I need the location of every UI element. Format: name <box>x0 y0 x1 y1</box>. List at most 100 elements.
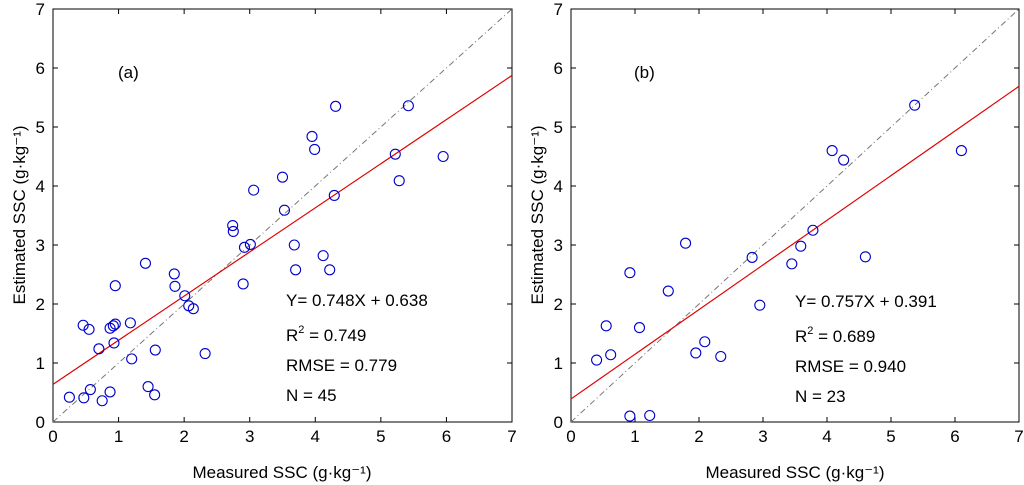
r2-a: R2 = 0.749 <box>286 324 366 345</box>
r2-sup-a: 2 <box>298 324 304 336</box>
data-point <box>78 392 90 404</box>
x-tick-label: 1 <box>114 427 123 446</box>
rmse-a: RMSE = 0.779 <box>286 356 397 375</box>
data-point <box>699 336 711 348</box>
data-point <box>139 257 152 269</box>
y-tick-label: 5 <box>554 118 563 137</box>
y-tick-label: 3 <box>36 236 45 255</box>
data-point <box>84 383 96 396</box>
data-point <box>330 100 342 112</box>
data-point <box>624 410 636 422</box>
data-point <box>187 303 199 315</box>
r2-sup-b: 2 <box>807 325 813 337</box>
data-point <box>124 317 136 329</box>
x-tick-label: 7 <box>507 427 516 446</box>
fit-line-b <box>570 85 1020 400</box>
y-tick-label: 7 <box>36 0 45 19</box>
r2-prefix-b: R <box>795 327 807 346</box>
data-point <box>227 225 239 237</box>
data-point <box>96 395 108 407</box>
data-points-a <box>63 100 449 407</box>
fit-line-a <box>52 74 513 385</box>
x-tick-label: 3 <box>758 427 767 446</box>
data-point <box>317 250 329 262</box>
data-point <box>93 343 105 355</box>
data-point <box>600 320 612 332</box>
data-point <box>83 323 95 335</box>
data-point <box>838 154 850 166</box>
data-point <box>389 148 401 160</box>
r2-b: R2 = 0.689 <box>795 325 875 346</box>
data-point <box>786 258 798 270</box>
r2-value-a: = 0.749 <box>304 326 366 345</box>
data-point <box>77 319 89 331</box>
data-point <box>179 290 191 302</box>
data-point <box>393 175 405 187</box>
data-point <box>168 268 180 280</box>
y-tick-label: 6 <box>36 59 45 78</box>
y-axis-label-b: Estimated SSC (g·kg⁻¹) <box>528 125 547 304</box>
data-point <box>746 251 758 263</box>
y-tick-label: 2 <box>36 295 45 314</box>
x-tick-label: 3 <box>245 427 254 446</box>
equation-a: Y= 0.748X + 0.638 <box>286 291 428 310</box>
x-tick-label: 5 <box>886 427 895 446</box>
data-point <box>955 145 967 157</box>
data-point <box>63 391 75 403</box>
data-point <box>199 348 211 360</box>
y-tick-label: 1 <box>36 354 45 373</box>
data-point <box>715 350 727 363</box>
data-point <box>149 389 161 401</box>
data-point <box>826 145 838 157</box>
x-tick-label: 2 <box>179 427 188 446</box>
y-tick-label: 5 <box>36 118 45 137</box>
data-point <box>290 264 302 276</box>
data-point <box>437 150 449 163</box>
data-point <box>690 347 702 359</box>
data-point <box>244 238 256 250</box>
panel-b: 0 1 2 3 4 5 6 7 0 1 2 3 4 5 6 7 (b) Y= 0.757X + 0.391 R… <box>528 0 1024 482</box>
data-point <box>108 337 120 349</box>
y-tick-label: 0 <box>554 413 563 432</box>
axes-a: 0 1 2 3 4 5 6 7 0 1 2 3 4 5 6 7 <box>36 0 517 446</box>
n-b: N = 23 <box>795 387 846 406</box>
x-axis-label-b: Measured SSC (g·kg⁻¹) <box>705 463 884 482</box>
axes-b: 0 1 2 3 4 5 6 7 0 1 2 3 4 5 6 7 <box>554 0 1024 446</box>
data-point <box>169 280 181 292</box>
data-point <box>795 240 807 252</box>
n-a: N = 45 <box>286 386 337 405</box>
x-tick-label: 5 <box>376 427 385 446</box>
data-point <box>237 278 249 290</box>
data-point <box>248 184 260 196</box>
y-axis-label-a: Estimated SSC (g·kg⁻¹) <box>10 125 29 304</box>
r2-prefix-a: R <box>286 326 298 345</box>
panel-label-a: (a) <box>118 63 139 82</box>
x-tick-label: 7 <box>1014 427 1023 446</box>
data-point <box>754 299 766 311</box>
data-point <box>238 241 251 253</box>
one-to-one-line-a <box>52 8 513 423</box>
data-point <box>109 318 121 330</box>
y-tick-label: 3 <box>554 236 563 255</box>
data-point <box>309 143 321 155</box>
y-tick-label: 7 <box>554 0 563 19</box>
x-axis-label-a: Measured SSC (g·kg⁻¹) <box>192 463 371 482</box>
data-point <box>126 353 138 365</box>
x-tick-label: 0 <box>48 427 57 446</box>
data-point <box>278 204 291 216</box>
x-tick-label: 1 <box>630 427 639 446</box>
one-to-one-line-b <box>570 8 1020 423</box>
data-point <box>142 381 154 393</box>
data-point <box>306 130 318 142</box>
data-point <box>276 171 289 183</box>
x-tick-label: 6 <box>442 427 451 446</box>
data-point <box>909 99 921 111</box>
y-tick-label: 6 <box>554 59 563 78</box>
data-point <box>109 280 121 292</box>
x-tick-label: 4 <box>311 427 320 446</box>
x-tick-label: 6 <box>950 427 959 446</box>
data-point <box>328 189 340 201</box>
panel-a: 0 1 2 3 4 5 6 7 0 1 2 3 4 5 6 7 (a) Y= 0.748X + 0.638 R… <box>10 0 517 482</box>
rmse-b: RMSE = 0.940 <box>795 357 906 376</box>
